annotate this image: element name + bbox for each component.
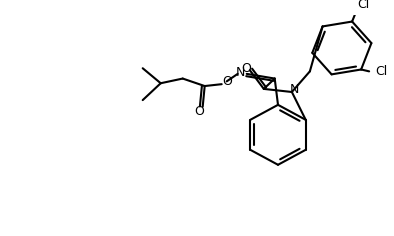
Text: O: O xyxy=(222,75,232,88)
Text: N: N xyxy=(290,83,299,96)
Text: O: O xyxy=(194,105,204,118)
Text: O: O xyxy=(241,62,251,75)
Text: Cl: Cl xyxy=(357,0,369,11)
Text: N: N xyxy=(236,66,245,80)
Text: Cl: Cl xyxy=(375,65,387,78)
